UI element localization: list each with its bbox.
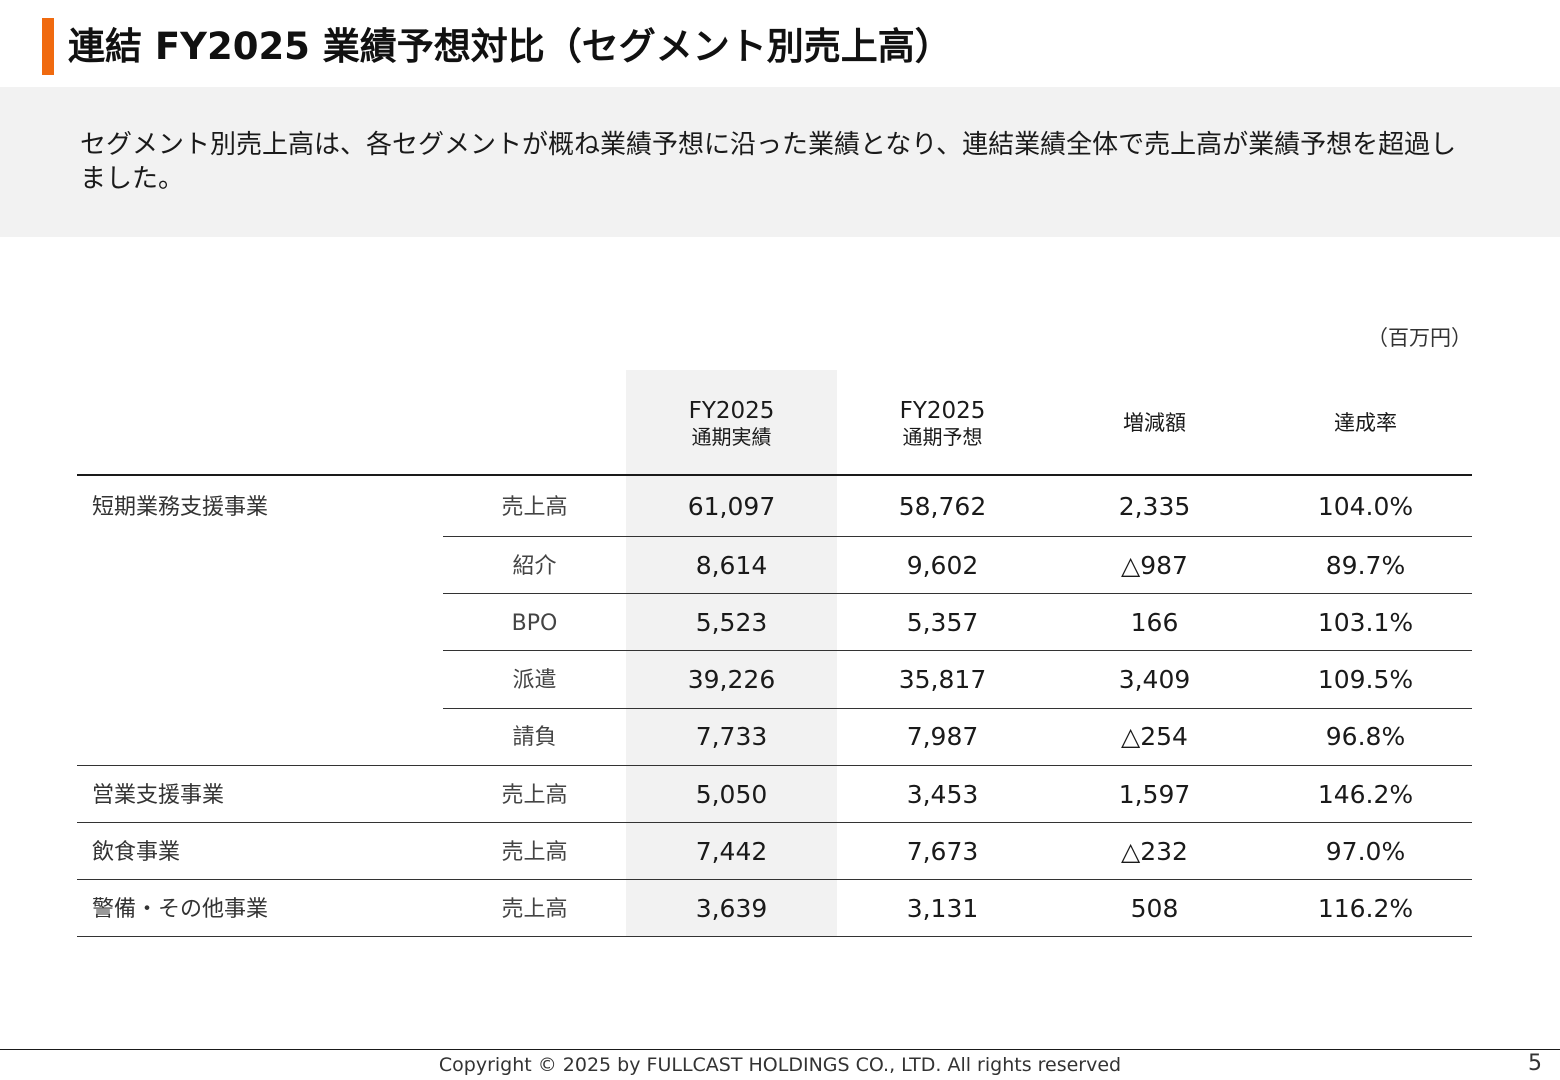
change-value: 508 [1130,894,1179,923]
table-row-rule [77,765,1472,766]
forecast-value: 3,131 [906,894,979,923]
change-value: △254 [1121,722,1188,751]
copyright-text: Copyright © 2025 by FULLCAST HOLDINGS CO… [438,1054,1122,1076]
segment-label: 営業支援事業 [92,783,225,808]
rate-value: 146.2% [1317,780,1414,809]
actual-value: 5,050 [695,780,768,809]
column-header-change: 増減額 [1049,370,1260,476]
segment-label: 飲食事業 [92,840,181,865]
table-row-rule [443,650,1472,651]
item-label: BPO [511,611,558,636]
segment-label: 短期業務支援事業 [92,495,269,520]
column-header-actual: FY2025 通期実績 [626,370,837,476]
table-row-rule [77,822,1472,823]
item-label: 派遣 [512,668,557,693]
actual-value: 7,442 [695,837,768,866]
rate-value: 104.0% [1317,492,1414,521]
page-number: 5 [1528,1051,1542,1076]
item-label: 紹介 [512,554,557,579]
change-value: △232 [1121,837,1188,866]
actual-value: 5,523 [695,608,768,637]
table-bottom-rule [77,936,1472,937]
actual-value: 8,614 [695,551,768,580]
summary-box [0,87,1560,237]
title-accent-bar [42,18,54,75]
actual-value: 39,226 [687,665,776,694]
change-value: 3,409 [1118,665,1191,694]
forecast-value: 7,987 [906,722,979,751]
item-label: 売上高 [501,495,568,520]
rate-value: 96.8% [1325,722,1406,751]
column-header-forecast: FY2025 通期予想 [837,370,1048,476]
table-row-rule [443,708,1472,709]
change-value: 2,335 [1118,492,1191,521]
change-value: 166 [1130,608,1179,637]
actual-value: 7,733 [695,722,768,751]
column-header-forecast-label: 通期予想 [902,424,983,449]
forecast-value: 5,357 [906,608,979,637]
table-header-rule [77,474,1472,476]
segment-label: 警備・その他事業 [92,897,269,922]
unit-label: （百万円） [1367,326,1472,350]
actual-column-highlight [626,370,837,937]
forecast-value: 58,762 [898,492,987,521]
table-row-rule [77,879,1472,880]
forecast-value: 7,673 [906,837,979,866]
column-header-actual-label: 通期実績 [691,424,772,449]
rate-value: 116.2% [1317,894,1414,923]
rate-value: 103.1% [1317,608,1414,637]
item-label: 請負 [512,725,557,750]
item-label: 売上高 [501,840,568,865]
item-label: 売上高 [501,783,568,808]
actual-value: 3,639 [695,894,768,923]
forecast-value: 3,453 [906,780,979,809]
change-value: 1,597 [1118,780,1191,809]
footer-rule [0,1049,1560,1050]
rate-value: 97.0% [1325,837,1406,866]
change-value: △987 [1121,551,1188,580]
column-header-rate: 達成率 [1260,370,1471,476]
column-header-change-label: 増減額 [1123,411,1186,435]
table-row-rule [443,536,1472,537]
column-header-actual-year: FY2025 [688,397,775,424]
actual-value: 61,097 [687,492,776,521]
rate-value: 89.7% [1325,551,1406,580]
column-header-forecast-year: FY2025 [899,397,986,424]
summary-text: セグメント別売上高は、各セグメントが概ね業績予想に沿った業績となり、連結業績全体… [80,130,1457,194]
page-title: 連結 FY2025 業績予想対比（セグメント別売上高） [68,25,952,68]
column-header-rate-label: 達成率 [1334,411,1397,435]
table-row-rule [443,593,1472,594]
item-label: 売上高 [501,897,568,922]
forecast-value: 35,817 [898,665,987,694]
forecast-value: 9,602 [906,551,979,580]
rate-value: 109.5% [1317,665,1414,694]
